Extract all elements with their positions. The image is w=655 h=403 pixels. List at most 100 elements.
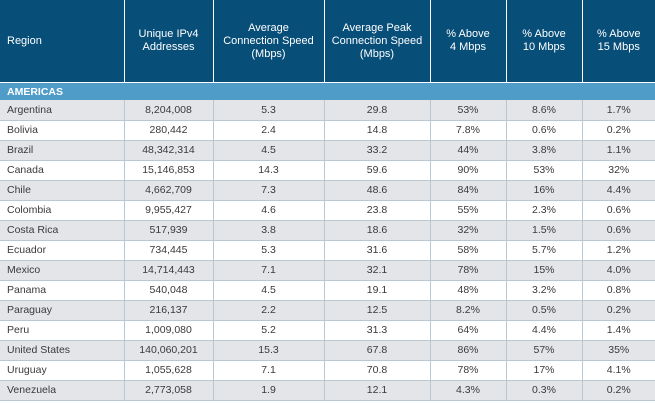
above-10mbps-cell: 0.3% — [506, 380, 583, 401]
region-cell: Chile — [0, 180, 125, 201]
avg-speed-cell: 2.4 — [213, 120, 325, 141]
avg-speed-cell: 2.2 — [213, 300, 325, 321]
table-row: Bolivia 280,442 2.4 14.8 7.8% 0.6% 0.2% — [0, 120, 655, 141]
above-15mbps-cell: 1.1% — [582, 140, 655, 161]
table-row: Canada 15,146,853 14.3 59.6 90% 53% 32% — [0, 160, 655, 181]
avg-peak-speed-cell: 31.3 — [324, 320, 431, 341]
above-10mbps-cell: 0.6% — [506, 120, 583, 141]
above-15mbps-cell: 0.6% — [582, 220, 655, 241]
above-4mbps-cell: 84% — [430, 180, 507, 201]
section-row: AMERICAS — [0, 83, 655, 100]
avg-peak-speed-cell: 18.6 — [324, 220, 431, 241]
above-15mbps-cell: 1.7% — [582, 100, 655, 121]
avg-peak-speed-cell: 14.8 — [324, 120, 431, 141]
table-row: Uruguay 1,055,628 7.1 70.8 78% 17% 4.1% — [0, 360, 655, 381]
avg-speed-cell: 1.9 — [213, 380, 325, 401]
unique-ipv4-cell: 8,204,008 — [124, 100, 214, 121]
above-4mbps-cell: 8.2% — [430, 300, 507, 321]
avg-peak-speed-cell: 48.6 — [324, 180, 431, 201]
avg-speed-cell: 5.3 — [213, 100, 325, 121]
avg-peak-speed-cell: 23.8 — [324, 200, 431, 221]
above-4mbps-header: % Above 4 Mbps — [430, 0, 507, 82]
table-row: Ecuador 734,445 5.3 31.6 58% 5.7% 1.2% — [0, 240, 655, 261]
above-10mbps-cell: 5.7% — [506, 240, 583, 261]
unique-ipv4-cell: 1,009,080 — [124, 320, 214, 341]
avg-peak-speed-cell: 12.5 — [324, 300, 431, 321]
unique-ipv4-cell: 14,714,443 — [124, 260, 214, 281]
unique-ipv4-header: Unique IPv4 Addresses — [124, 0, 214, 82]
table-body: Argentina 8,204,008 5.3 29.8 53% 8.6% 1.7% Boli… — [0, 100, 655, 401]
above-10mbps-cell: 16% — [506, 180, 583, 201]
above-4mbps-cell: 90% — [430, 160, 507, 181]
table-row: Argentina 8,204,008 5.3 29.8 53% 8.6% 1.7% — [0, 100, 655, 121]
above-10mbps-cell: 17% — [506, 360, 583, 381]
avg-speed-cell: 3.8 — [213, 220, 325, 241]
table-row: Mexico 14,714,443 7.1 32.1 78% 15% 4.0% — [0, 260, 655, 281]
region-cell: Panama — [0, 280, 125, 301]
above-15mbps-cell: 1.4% — [582, 320, 655, 341]
unique-ipv4-cell: 15,146,853 — [124, 160, 214, 181]
avg-peak-speed-cell: 70.8 — [324, 360, 431, 381]
above-10mbps-cell: 3.2% — [506, 280, 583, 301]
above-10mbps-cell: 0.5% — [506, 300, 583, 321]
above-15mbps-header: % Above 15 Mbps — [582, 0, 655, 82]
unique-ipv4-cell: 280,442 — [124, 120, 214, 141]
region-cell: Mexico — [0, 260, 125, 281]
above-15mbps-cell: 0.2% — [582, 380, 655, 401]
above-4mbps-cell: 4.3% — [430, 380, 507, 401]
above-15mbps-cell: 35% — [582, 340, 655, 361]
region-cell: Canada — [0, 160, 125, 181]
avg-peak-speed-cell: 32.1 — [324, 260, 431, 281]
above-15mbps-cell: 32% — [582, 160, 655, 181]
avg-speed-cell: 4.6 — [213, 200, 325, 221]
above-10mbps-cell: 8.6% — [506, 100, 583, 121]
avg-peak-speed-cell: 29.8 — [324, 100, 431, 121]
above-10mbps-cell: 53% — [506, 160, 583, 181]
table-row: Peru 1,009,080 5.2 31.3 64% 4.4% 1.4% — [0, 320, 655, 341]
table-row: United States 140,060,201 15.3 67.8 86% 57% 35… — [0, 340, 655, 361]
table-row: Colombia 9,955,427 4.6 23.8 55% 2.3% 0.6% — [0, 200, 655, 221]
region-cell: Bolivia — [0, 120, 125, 141]
region-header: Region — [0, 0, 125, 82]
unique-ipv4-cell: 4,662,709 — [124, 180, 214, 201]
unique-ipv4-cell: 517,939 — [124, 220, 214, 241]
above-15mbps-cell: 0.2% — [582, 300, 655, 321]
region-cell: Ecuador — [0, 240, 125, 261]
above-10mbps-cell: 15% — [506, 260, 583, 281]
above-4mbps-cell: 78% — [430, 260, 507, 281]
region-cell: Argentina — [0, 100, 125, 121]
avg-peak-speed-cell: 33.2 — [324, 140, 431, 161]
above-4mbps-cell: 53% — [430, 100, 507, 121]
unique-ipv4-cell: 540,048 — [124, 280, 214, 301]
table-row: Panama 540,048 4.5 19.1 48% 3.2% 0.8% — [0, 280, 655, 301]
avg-speed-cell: 15.3 — [213, 340, 325, 361]
above-15mbps-cell: 0.2% — [582, 120, 655, 141]
avg-peak-speed-cell: 19.1 — [324, 280, 431, 301]
section-label: AMERICAS — [0, 83, 655, 100]
avg-speed-header: Average Connection Speed (Mbps) — [213, 0, 325, 82]
above-4mbps-cell: 32% — [430, 220, 507, 241]
table-row: Brazil 48,342,314 4.5 33.2 44% 3.8% 1.1% — [0, 140, 655, 161]
above-15mbps-cell: 0.6% — [582, 200, 655, 221]
region-cell: United States — [0, 340, 125, 361]
avg-speed-cell: 14.3 — [213, 160, 325, 181]
avg-peak-speed-cell: 12.1 — [324, 380, 431, 401]
above-10mbps-cell: 57% — [506, 340, 583, 361]
region-cell: Brazil — [0, 140, 125, 161]
avg-peak-speed-cell: 67.8 — [324, 340, 431, 361]
above-4mbps-cell: 78% — [430, 360, 507, 381]
unique-ipv4-cell: 734,445 — [124, 240, 214, 261]
avg-speed-cell: 5.3 — [213, 240, 325, 261]
unique-ipv4-cell: 140,060,201 — [124, 340, 214, 361]
above-15mbps-cell: 4.1% — [582, 360, 655, 381]
table-row: Costa Rica 517,939 3.8 18.6 32% 1.5% 0.6% — [0, 220, 655, 241]
above-4mbps-cell: 44% — [430, 140, 507, 161]
above-15mbps-cell: 4.0% — [582, 260, 655, 281]
above-10mbps-cell: 4.4% — [506, 320, 583, 341]
above-4mbps-cell: 86% — [430, 340, 507, 361]
unique-ipv4-cell: 216,137 — [124, 300, 214, 321]
avg-speed-cell: 7.3 — [213, 180, 325, 201]
region-cell: Costa Rica — [0, 220, 125, 241]
region-cell: Colombia — [0, 200, 125, 221]
